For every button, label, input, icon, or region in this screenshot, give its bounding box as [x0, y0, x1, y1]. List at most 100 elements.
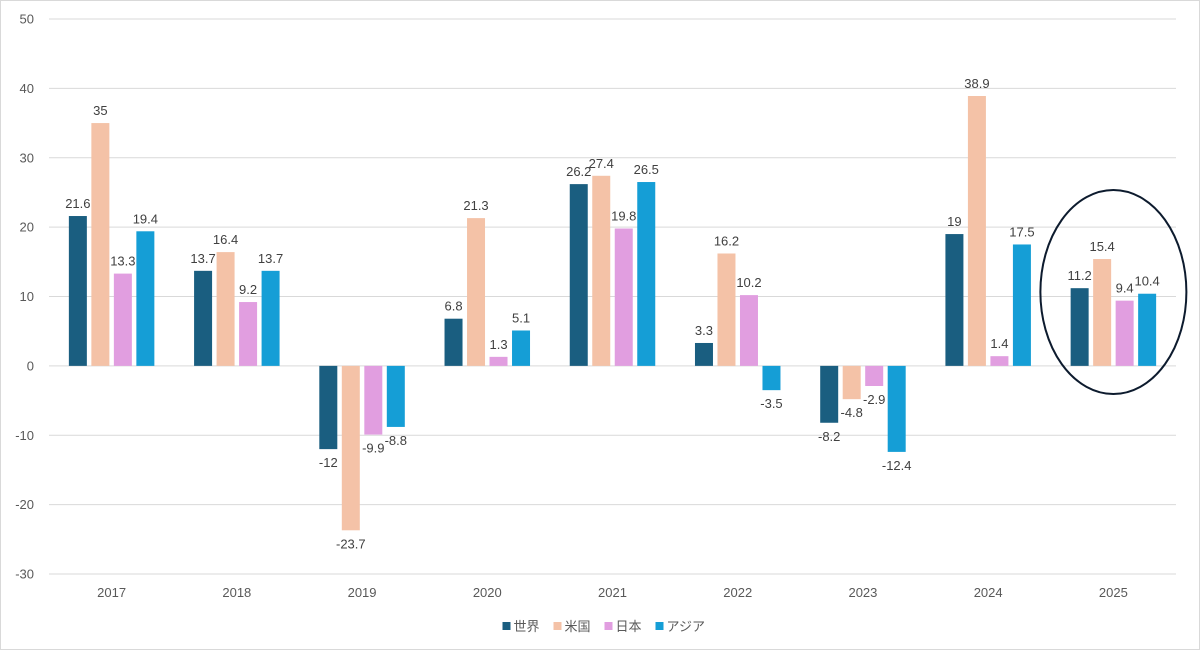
data-label: 3.3 [695, 323, 713, 338]
bar-2025-2 [1093, 259, 1112, 366]
bar-2020-2 [467, 218, 486, 366]
x-tick-label: 2019 [348, 585, 377, 600]
bars [68, 96, 1157, 531]
data-label: 6.8 [444, 299, 462, 314]
data-label: 11.2 [1067, 268, 1091, 283]
data-label: -8.2 [818, 429, 840, 444]
data-label: -9.9 [362, 441, 384, 456]
bar-2017-1 [68, 216, 87, 366]
data-label: 10.2 [736, 275, 761, 290]
y-tick-label: 10 [20, 289, 34, 304]
x-tick-label: 2020 [473, 585, 502, 600]
data-label: -3.5 [760, 396, 782, 411]
data-label: 21.3 [463, 198, 488, 213]
data-label: -4.8 [840, 405, 862, 420]
x-tick-label: 2024 [974, 585, 1003, 600]
data-label: 19.8 [611, 209, 636, 224]
data-label: 17.5 [1009, 224, 1034, 239]
x-tick-label: 2017 [97, 585, 126, 600]
y-axis-labels: 50 40 30 20 10 0 -10 -20 -30 [15, 12, 34, 582]
data-label: 13.3 [110, 254, 135, 269]
y-tick-label: -10 [15, 428, 34, 443]
legend-swatch-4 [655, 622, 664, 630]
data-labels: 21.6 35 13.3 19.4 13.7 16.4 9.2 13.7 -12 -23.7 -9.… [65, 76, 1160, 551]
bar-2024-4 [1012, 244, 1031, 366]
bar-2019-3 [364, 365, 383, 435]
data-label: 1.4 [990, 336, 1008, 351]
x-axis-labels: 2017 2018 2019 2020 2021 2022 2023 2024 2025 [97, 585, 1128, 600]
data-label: 9.4 [1116, 281, 1134, 296]
bar-2018-4 [261, 270, 280, 366]
highlight-ellipse-shape [1039, 189, 1188, 395]
data-label: 26.2 [566, 164, 591, 179]
data-label: -12 [319, 455, 338, 470]
bar-2018-1 [194, 270, 213, 366]
bar-2017-3 [113, 273, 132, 366]
y-tick-label: -20 [15, 497, 34, 512]
bar-2020-1 [444, 318, 463, 366]
bar-2024-1 [945, 234, 964, 366]
bar-2018-2 [216, 252, 235, 366]
data-label: -12.4 [882, 458, 912, 473]
bar-2021-3 [614, 228, 633, 366]
bar-2023-1 [820, 365, 839, 423]
bar-2022-1 [694, 342, 713, 366]
data-label: 21.6 [65, 196, 90, 211]
bar-2024-3 [990, 356, 1009, 366]
data-label: -23.7 [336, 536, 366, 551]
bar-2022-2 [717, 253, 736, 366]
y-tick-label: 0 [27, 358, 34, 373]
bar-2021-4 [637, 182, 656, 366]
data-label: 35 [93, 103, 107, 118]
legend-swatch-1 [502, 622, 511, 630]
y-tick-label: -30 [15, 567, 34, 582]
data-label: 10.4 [1134, 274, 1159, 289]
data-label: -8.8 [385, 433, 407, 448]
bar-2022-4 [762, 365, 781, 391]
legend-swatch-3 [604, 622, 613, 630]
bar-2018-3 [239, 302, 258, 366]
x-tick-label: 2022 [723, 585, 752, 600]
bar-2020-3 [489, 356, 508, 366]
bar-2024-2 [967, 96, 986, 366]
data-label: 16.4 [213, 232, 238, 247]
legend-label-1: 世界 [514, 620, 540, 635]
bar-2019-1 [319, 365, 338, 450]
bar-2017-4 [136, 231, 155, 366]
x-tick-label: 2018 [222, 585, 251, 600]
bar-2020-4 [512, 330, 531, 366]
y-tick-label: 20 [20, 220, 34, 235]
data-label: 19 [947, 214, 961, 229]
x-tick-label: 2023 [848, 585, 877, 600]
highlight-ellipse [1039, 189, 1188, 395]
data-label: 9.2 [239, 282, 257, 297]
data-label: 13.7 [258, 251, 283, 266]
data-label: 5.1 [512, 310, 530, 325]
data-label: 1.3 [489, 337, 507, 352]
legend-label-4: アジア [667, 620, 705, 635]
legend-label-3: 日本 [616, 620, 642, 635]
data-label: 38.9 [964, 76, 989, 91]
bar-2019-2 [341, 365, 360, 531]
bar-2023-4 [887, 365, 906, 452]
data-label: -2.9 [863, 392, 885, 407]
bar-2025-3 [1115, 300, 1134, 366]
bar-2023-2 [842, 365, 861, 400]
legend: 世界 米国 日本 アジア [502, 620, 705, 635]
x-tick-label: 2025 [1099, 585, 1128, 600]
legend-swatch-2 [553, 622, 562, 630]
data-label: 15.4 [1089, 239, 1114, 254]
bar-2025-4 [1138, 293, 1157, 366]
bar-2021-2 [592, 175, 611, 366]
data-label: 27.4 [589, 156, 614, 171]
bar-2017-2 [91, 123, 110, 366]
bar-2023-3 [865, 365, 884, 386]
y-tick-label: 40 [20, 81, 34, 96]
y-tick-label: 30 [20, 150, 34, 165]
legend-label-2: 米国 [565, 620, 591, 635]
bar-2019-4 [386, 365, 405, 427]
bar-2025-1 [1070, 288, 1089, 366]
x-tick-label: 2021 [598, 585, 627, 600]
